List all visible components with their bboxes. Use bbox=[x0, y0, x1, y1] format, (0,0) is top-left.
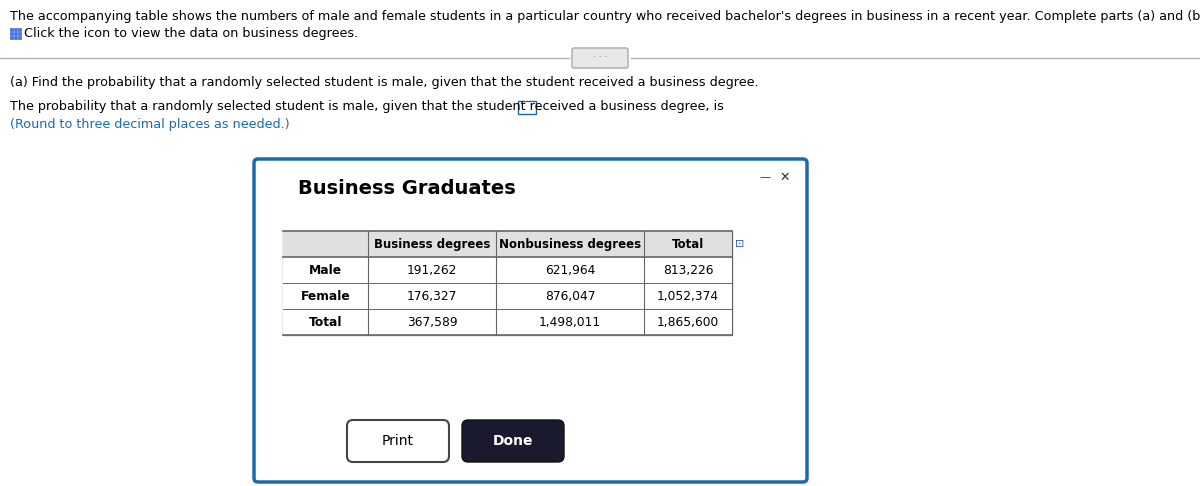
Text: Nonbusiness degrees: Nonbusiness degrees bbox=[499, 238, 641, 250]
Text: 813,226: 813,226 bbox=[662, 263, 713, 277]
Text: 621,964: 621,964 bbox=[545, 263, 595, 277]
Bar bbox=[14, 36, 17, 39]
Text: The accompanying table shows the numbers of male and female students in a partic: The accompanying table shows the numbers… bbox=[10, 10, 1200, 23]
Text: Done: Done bbox=[493, 434, 533, 448]
Bar bbox=[10, 28, 13, 31]
Bar bbox=[10, 32, 13, 35]
Text: 367,589: 367,589 bbox=[407, 315, 457, 329]
Text: Total: Total bbox=[672, 238, 704, 250]
Bar bbox=[283, 231, 732, 335]
Text: 1,052,374: 1,052,374 bbox=[656, 290, 719, 302]
Text: Print: Print bbox=[382, 434, 414, 448]
Text: Male: Male bbox=[308, 263, 342, 277]
Bar bbox=[518, 101, 536, 114]
Text: —: — bbox=[760, 172, 770, 182]
Bar bbox=[283, 231, 732, 257]
Text: Business Graduates: Business Graduates bbox=[298, 179, 516, 198]
Text: The probability that a randomly selected student is male, given that the student: The probability that a randomly selected… bbox=[10, 100, 724, 113]
Bar bbox=[283, 257, 732, 335]
Text: Female: Female bbox=[301, 290, 350, 302]
Bar bbox=[18, 28, 22, 31]
Text: Click the icon to view the data on business degrees.: Click the icon to view the data on busin… bbox=[24, 27, 359, 39]
Text: (Round to three decimal places as needed.): (Round to three decimal places as needed… bbox=[10, 118, 289, 131]
Text: · · ·: · · · bbox=[593, 53, 607, 63]
Text: .: . bbox=[538, 100, 542, 113]
Text: 1,865,600: 1,865,600 bbox=[656, 315, 719, 329]
Text: Total: Total bbox=[308, 315, 342, 329]
Text: (a) Find the probability that a randomly selected student is male, given that th: (a) Find the probability that a randomly… bbox=[10, 76, 758, 89]
Text: ⊡: ⊡ bbox=[736, 239, 745, 249]
Text: ✕: ✕ bbox=[780, 171, 791, 184]
Text: 176,327: 176,327 bbox=[407, 290, 457, 302]
Bar bbox=[14, 32, 17, 35]
Text: Business degrees: Business degrees bbox=[374, 238, 490, 250]
FancyBboxPatch shape bbox=[254, 159, 808, 482]
Bar bbox=[18, 32, 22, 35]
Text: 876,047: 876,047 bbox=[545, 290, 595, 302]
Bar bbox=[14, 28, 17, 31]
FancyBboxPatch shape bbox=[462, 420, 564, 462]
Bar bbox=[18, 36, 22, 39]
FancyBboxPatch shape bbox=[572, 48, 628, 68]
Text: 1,498,011: 1,498,011 bbox=[539, 315, 601, 329]
FancyBboxPatch shape bbox=[347, 420, 449, 462]
Text: 191,262: 191,262 bbox=[407, 263, 457, 277]
Bar bbox=[10, 36, 13, 39]
